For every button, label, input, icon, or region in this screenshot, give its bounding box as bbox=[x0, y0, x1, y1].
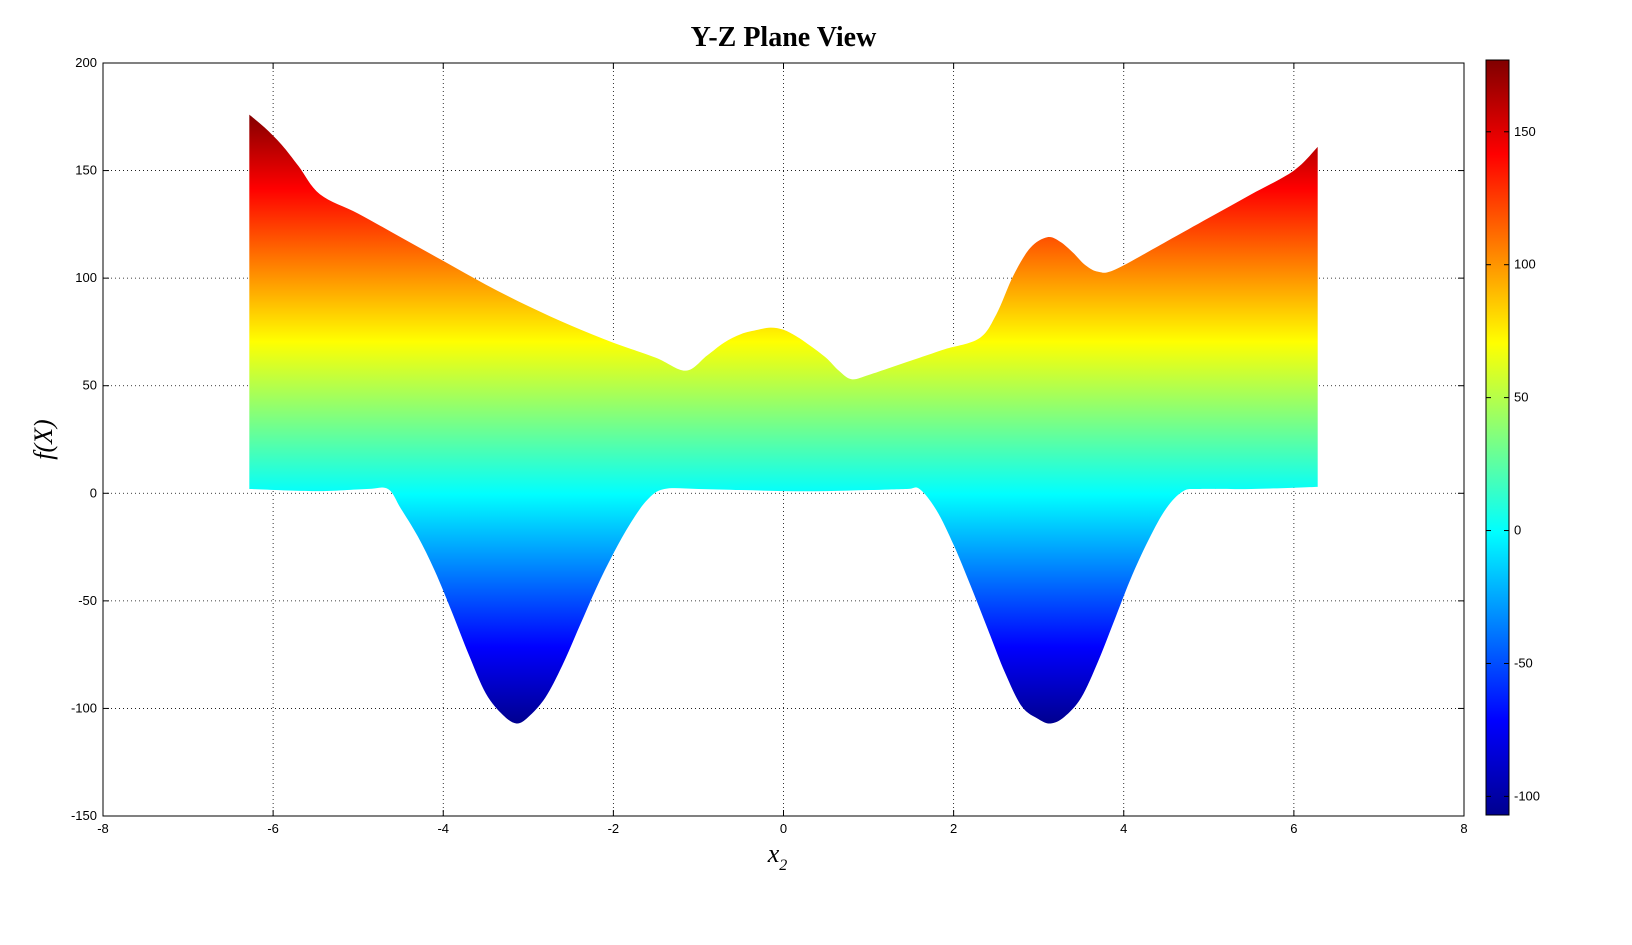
colorbar-tick-label: -50 bbox=[1514, 655, 1533, 670]
colorbar-tick-label: 50 bbox=[1514, 390, 1528, 405]
x-tick-label: 2 bbox=[950, 821, 957, 836]
x-tick-label: 6 bbox=[1290, 821, 1297, 836]
colorbar bbox=[1485, 59, 1510, 816]
x-tick-label: -2 bbox=[608, 821, 620, 836]
x-axis-label-subscript: 2 bbox=[779, 857, 787, 874]
y-tick-label: 100 bbox=[75, 270, 97, 285]
colorbar-tick-label: 0 bbox=[1514, 523, 1521, 538]
x-axis-label-main: x bbox=[767, 839, 780, 868]
x-tick-label: -4 bbox=[437, 821, 449, 836]
x-tick-label: -8 bbox=[97, 821, 109, 836]
x-tick-label: 0 bbox=[780, 821, 787, 836]
colorbar-ticks: -100 -50 0 50 100 150 bbox=[1486, 124, 1540, 803]
x-tick-label: 4 bbox=[1120, 821, 1127, 836]
colorbar-tick-label: 150 bbox=[1514, 124, 1536, 139]
y-tick-label: 200 bbox=[75, 55, 97, 70]
x-axis-label: x2 bbox=[767, 839, 788, 874]
chart-title: Y-Z Plane View bbox=[691, 22, 877, 53]
colorbar-tick-label: -100 bbox=[1514, 788, 1540, 803]
y-tick-label: 0 bbox=[90, 485, 97, 500]
y-axis-ticks: -150 -100 -50 0 50 100 150 200 bbox=[71, 55, 1464, 823]
colorbar-tick-label: 100 bbox=[1514, 257, 1536, 272]
y-tick-label: 50 bbox=[83, 378, 97, 393]
y-tick-label: -50 bbox=[78, 593, 97, 608]
surface-area bbox=[249, 114, 1318, 724]
y-tick-label: -150 bbox=[71, 808, 97, 823]
x-tick-label: -6 bbox=[267, 821, 279, 836]
x-tick-label: 8 bbox=[1460, 821, 1467, 836]
y-tick-label: -100 bbox=[71, 700, 97, 715]
y-axis-label: f(X) bbox=[29, 419, 58, 459]
y-tick-label: 150 bbox=[75, 163, 97, 178]
x-axis-ticks: -8 -6 -4 -2 0 2 4 6 8 bbox=[97, 63, 1468, 836]
